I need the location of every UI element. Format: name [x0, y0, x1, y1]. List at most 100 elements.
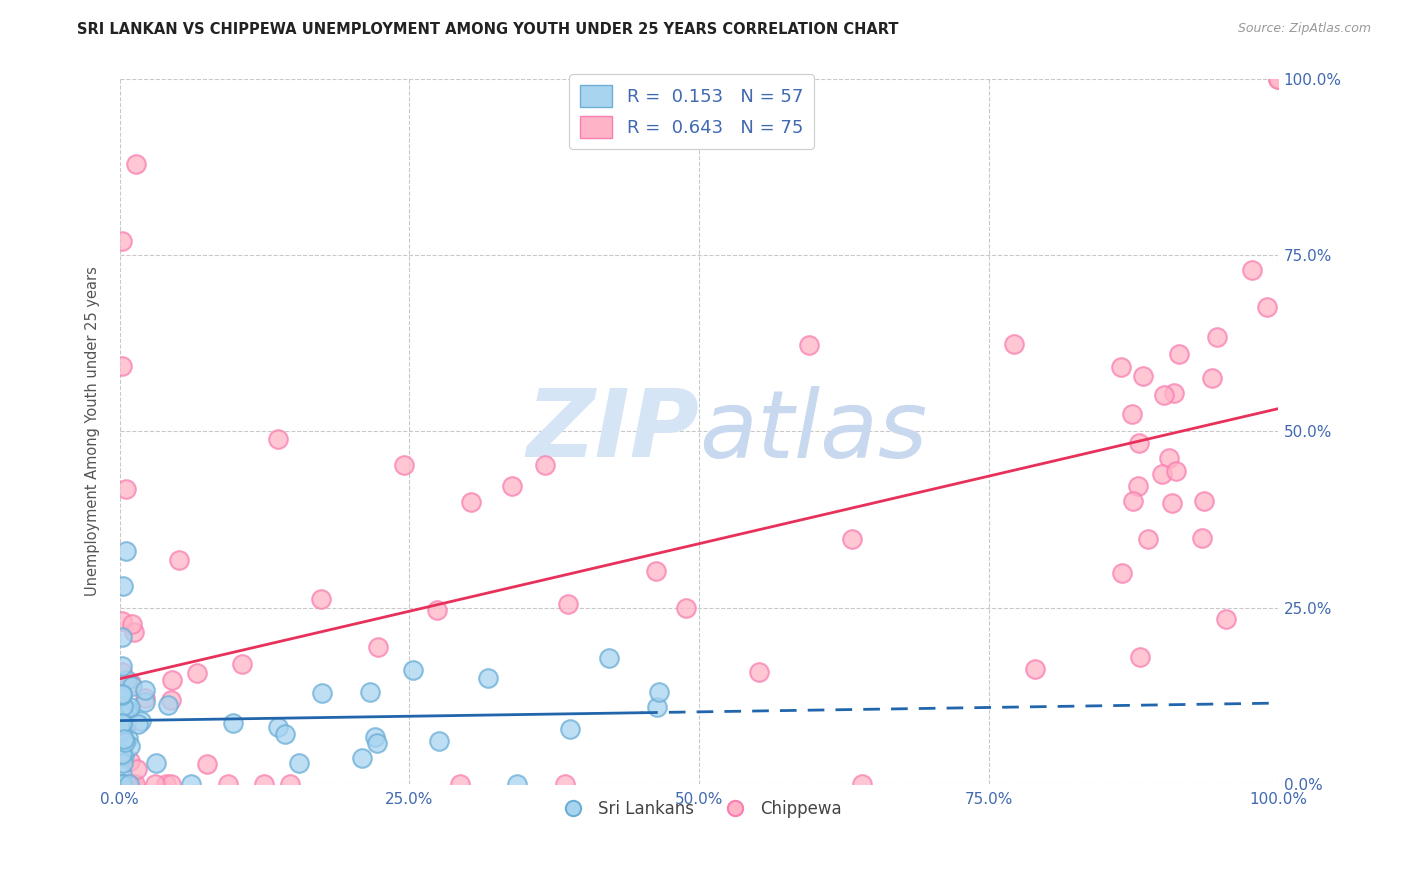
Point [1267, 72, 1289, 87]
Point [557, 597, 579, 611]
Point [477, 671, 499, 685]
Point [124, 624, 146, 639]
Point [121, 777, 143, 791]
Point [647, 685, 669, 699]
Point [1121, 407, 1143, 421]
Point [1205, 330, 1227, 344]
Point [645, 700, 668, 714]
Point [278, 777, 301, 791]
Point [112, 747, 135, 762]
Point [125, 762, 148, 776]
Point [851, 777, 873, 791]
Point [111, 715, 134, 730]
Point [114, 735, 136, 749]
Point [111, 630, 134, 644]
Point [1215, 611, 1237, 625]
Text: ZIP: ZIP [526, 385, 699, 477]
Point [449, 777, 471, 791]
Point [501, 479, 523, 493]
Point [124, 777, 146, 791]
Point [644, 564, 666, 578]
Point [748, 665, 770, 680]
Point [117, 673, 139, 687]
Point [1201, 371, 1223, 385]
Point [558, 722, 581, 736]
Point [169, 553, 191, 567]
Point [117, 777, 139, 791]
Point [129, 714, 152, 728]
Point [156, 698, 179, 712]
Point [114, 718, 136, 732]
Point [1122, 494, 1144, 508]
Point [266, 432, 288, 446]
Point [120, 676, 142, 690]
Point [267, 720, 290, 734]
Point [195, 757, 218, 772]
Point [1111, 566, 1133, 580]
Point [186, 666, 208, 681]
Text: SRI LANKAN VS CHIPPEWA UNEMPLOYMENT AMONG YOUTH UNDER 25 YEARS CORRELATION CHART: SRI LANKAN VS CHIPPEWA UNEMPLOYMENT AMON… [77, 22, 898, 37]
Point [111, 665, 134, 679]
Point [118, 739, 141, 753]
Point [217, 777, 239, 791]
Y-axis label: Unemployment Among Youth under 25 years: Unemployment Among Youth under 25 years [86, 267, 100, 596]
Point [120, 700, 142, 714]
Point [274, 727, 297, 741]
Point [121, 679, 143, 693]
Point [1024, 662, 1046, 676]
Point [1129, 650, 1152, 665]
Point [111, 359, 134, 373]
Point [352, 750, 374, 764]
Point [117, 731, 139, 745]
Point [1128, 478, 1150, 492]
Point [111, 716, 134, 731]
Point [118, 777, 141, 791]
Point [112, 579, 135, 593]
Text: Source: ZipAtlas.com: Source: ZipAtlas.com [1237, 22, 1371, 36]
Point [675, 601, 697, 615]
Point [111, 777, 134, 791]
Point [1163, 386, 1185, 401]
Point [145, 777, 167, 791]
Point [111, 723, 134, 738]
Point [134, 695, 156, 709]
Point [160, 693, 183, 707]
Point [426, 602, 449, 616]
Point [359, 684, 381, 698]
Point [111, 615, 134, 629]
Point [534, 458, 557, 472]
Point [1128, 436, 1150, 450]
Point [366, 736, 388, 750]
Point [598, 651, 620, 665]
Point [1160, 496, 1182, 510]
Point [1150, 467, 1173, 481]
Point [114, 483, 136, 497]
Point [1137, 532, 1160, 546]
Point [288, 756, 311, 771]
Point [111, 722, 134, 736]
Point [367, 640, 389, 655]
Text: atlas: atlas [699, 386, 927, 477]
Point [118, 703, 141, 717]
Point [311, 686, 333, 700]
Point [392, 458, 415, 473]
Point [1168, 347, 1191, 361]
Point [253, 777, 276, 791]
Point [112, 698, 135, 713]
Point [309, 592, 332, 607]
Point [111, 756, 134, 770]
Point [111, 777, 134, 791]
Point [554, 777, 576, 791]
Point [797, 338, 820, 352]
Point [111, 777, 134, 791]
Point [1256, 300, 1278, 314]
Point [1153, 388, 1175, 402]
Point [111, 777, 134, 791]
Point [155, 777, 177, 791]
Point [111, 687, 134, 701]
Point [160, 673, 183, 687]
Point [505, 777, 527, 791]
Point [111, 687, 134, 701]
Point [115, 719, 138, 733]
Point [118, 754, 141, 768]
